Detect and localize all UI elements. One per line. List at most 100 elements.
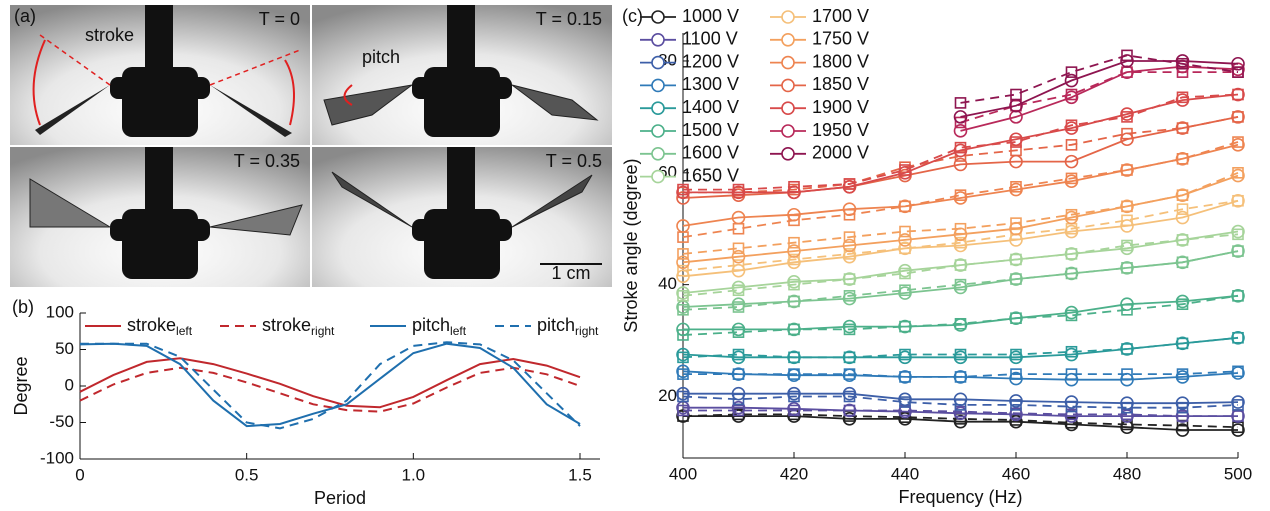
marker (1064, 174, 1079, 188)
marker (1009, 110, 1023, 124)
legend-label: 1900 V (812, 97, 869, 117)
series-line (682, 250, 1239, 308)
marker (1009, 233, 1023, 247)
marker (953, 280, 968, 295)
marker (1064, 210, 1079, 225)
marker (1231, 289, 1245, 303)
marker (1064, 395, 1079, 409)
marker (1120, 219, 1134, 233)
x-tick-label: 0.5 (235, 465, 259, 484)
marker (1176, 189, 1189, 201)
marker (787, 350, 801, 365)
marker (953, 370, 968, 384)
marker (1120, 241, 1134, 256)
series-line (682, 116, 1239, 199)
series-line (682, 370, 1239, 381)
marker (842, 412, 857, 426)
legend-label: 1200 V (682, 51, 739, 71)
marker (1120, 372, 1134, 387)
marker (1231, 168, 1245, 183)
marker (1175, 210, 1190, 225)
legend-marker (781, 10, 795, 24)
marker (953, 258, 968, 272)
legend-subscript: left (450, 324, 467, 338)
marker (676, 386, 690, 401)
legend-marker (781, 55, 795, 70)
y-tick-label: 40 (658, 274, 677, 293)
series-line (682, 294, 1239, 336)
legend-label: 1100 V (682, 29, 738, 49)
legend-name: stroke (127, 315, 176, 335)
marker (1176, 153, 1189, 165)
legend-marker (651, 101, 665, 115)
marker (731, 322, 746, 337)
marker (898, 350, 912, 365)
marker (842, 350, 857, 365)
marker (953, 406, 968, 421)
marker (1120, 261, 1134, 275)
marker (1064, 224, 1079, 239)
y-tick-label: 0 (65, 375, 74, 394)
series-line (683, 415, 1238, 431)
legend-label: strokeright (262, 315, 335, 338)
legend-subscript: right (311, 324, 335, 338)
marker (1009, 394, 1023, 408)
marker (1175, 54, 1190, 68)
marker (1120, 163, 1134, 177)
marker (731, 297, 746, 312)
marker (731, 367, 746, 381)
marker (676, 255, 690, 270)
marker (1009, 154, 1023, 169)
marker (731, 386, 746, 401)
series-line (960, 54, 1239, 104)
x-tick-label: 460 (1002, 464, 1030, 483)
marker (787, 322, 801, 337)
marker (1120, 409, 1134, 423)
marker (787, 275, 801, 289)
x-tick-label: 1.5 (568, 465, 592, 484)
legend-label: 2000 V (812, 143, 869, 163)
marker (1175, 294, 1190, 309)
marker (898, 166, 912, 180)
marker (731, 350, 746, 365)
marker (731, 210, 746, 225)
legend-marker (651, 124, 665, 138)
marker (1231, 366, 1245, 380)
marker (842, 238, 857, 253)
marker (953, 318, 968, 332)
marker (1009, 311, 1023, 325)
marker (898, 412, 912, 426)
scale-bar-label: 1 cm (551, 263, 590, 283)
legend-label: strokeleft (127, 315, 193, 338)
marker (1009, 414, 1023, 429)
legend-name: pitch (537, 315, 575, 335)
marker (953, 110, 968, 124)
x-axis-label: Period (314, 488, 366, 508)
marker (953, 124, 968, 138)
marker (787, 244, 801, 258)
marker (1120, 65, 1134, 79)
marker (842, 291, 857, 306)
marker (1175, 121, 1190, 135)
marker (1064, 73, 1079, 88)
y-tick-label: 20 (658, 386, 677, 405)
photo-frame (10, 5, 310, 145)
marker (787, 401, 801, 416)
marker (1065, 139, 1078, 151)
legend-label: 1700 V (812, 6, 869, 26)
marker (1120, 54, 1134, 68)
legend-label: 1600 V (682, 143, 739, 163)
marker (842, 319, 857, 334)
series-line (960, 65, 1239, 132)
marker (1232, 111, 1244, 123)
legend-label: 1800 V (812, 51, 869, 71)
marker (787, 207, 801, 222)
marker (1064, 154, 1079, 169)
marker (787, 294, 801, 309)
marker (842, 272, 857, 286)
photo-panel: (a) stroke pitch T = 0 T = 0.15 T = 0.35… (10, 5, 612, 287)
marker (1175, 233, 1190, 247)
marker (1231, 193, 1245, 208)
marker (732, 242, 745, 255)
